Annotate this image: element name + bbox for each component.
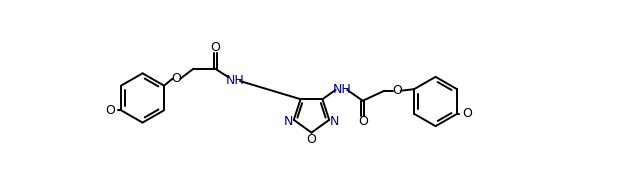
- Text: O: O: [105, 104, 115, 117]
- Text: O: O: [463, 107, 472, 120]
- Text: O: O: [307, 133, 317, 146]
- Text: NH: NH: [226, 74, 245, 87]
- Text: O: O: [171, 72, 181, 85]
- Text: O: O: [392, 84, 402, 97]
- Text: N: N: [330, 115, 339, 128]
- Text: NH: NH: [333, 83, 352, 96]
- Text: O: O: [358, 115, 368, 128]
- Text: O: O: [210, 42, 220, 55]
- Text: N: N: [284, 115, 293, 128]
